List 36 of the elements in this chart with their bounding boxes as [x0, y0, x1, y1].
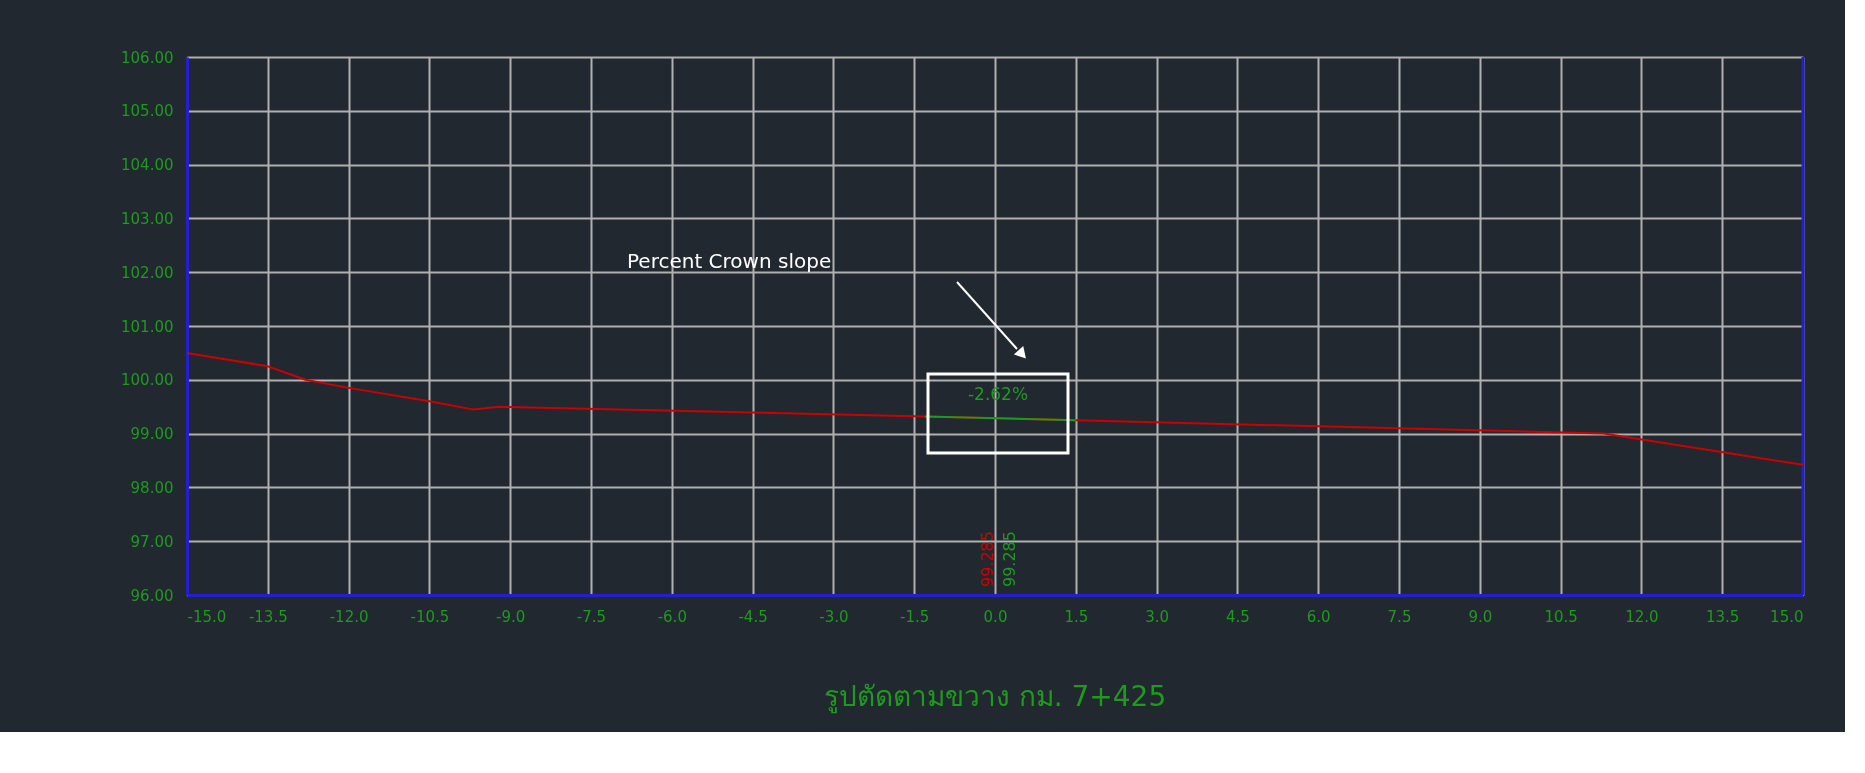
y-tick-label: 106.00: [121, 48, 174, 67]
y-tick-label: 104.00: [121, 156, 174, 175]
y-tick-label: 102.00: [121, 263, 174, 282]
x-tick-label: -12.0: [329, 607, 369, 626]
x-tick-label: -15.0: [187, 607, 227, 626]
x-tick-label: -7.5: [576, 607, 607, 626]
text: รูปตัดตามขวาง กม. 7+425: [823, 680, 1167, 714]
x-tick-label: 1.5: [1064, 607, 1089, 626]
y-tick-label: 105.00: [121, 102, 174, 121]
x-tick-label: 4.5: [1225, 607, 1250, 626]
x-tick-label: -9.0: [496, 607, 526, 626]
x-tick-label: 10.5: [1544, 607, 1578, 626]
x-tick-label: 9.0: [1468, 607, 1493, 626]
x-tick-label: 12.0: [1625, 607, 1659, 626]
x-tick-label: 6.0: [1306, 607, 1331, 626]
x-tick-label: -10.5: [410, 607, 450, 626]
y-tick-label: 100.00: [121, 371, 174, 390]
x-tick-label: -6.0: [657, 607, 687, 626]
line-series: [186, 351, 1804, 466]
x-tick-label: 15.0: [1770, 607, 1804, 626]
y-tick-label: 101.00: [121, 317, 174, 336]
y-tick-label: 96.00: [130, 586, 174, 605]
annotation: 99.285: [1000, 531, 1019, 587]
annotation: 99.285: [978, 531, 997, 587]
x-tick-label: -4.5: [738, 607, 768, 626]
x-tick-label: -1.5: [900, 607, 930, 626]
y-tick-label: 99.00: [130, 425, 174, 444]
x-tick-label: -3.0: [819, 607, 849, 626]
y-tick-label: 97.00: [130, 532, 174, 551]
x-tick-label: -13.5: [248, 607, 288, 626]
x-tick-label: 13.5: [1706, 607, 1740, 626]
y-tick-label: 103.00: [121, 209, 174, 228]
x-tick-label: 3.0: [1145, 607, 1170, 626]
x-tick-label: 0.0: [983, 607, 1008, 626]
y-tick-label: 98.00: [130, 478, 174, 497]
x-tick-label: 7.5: [1387, 607, 1412, 626]
